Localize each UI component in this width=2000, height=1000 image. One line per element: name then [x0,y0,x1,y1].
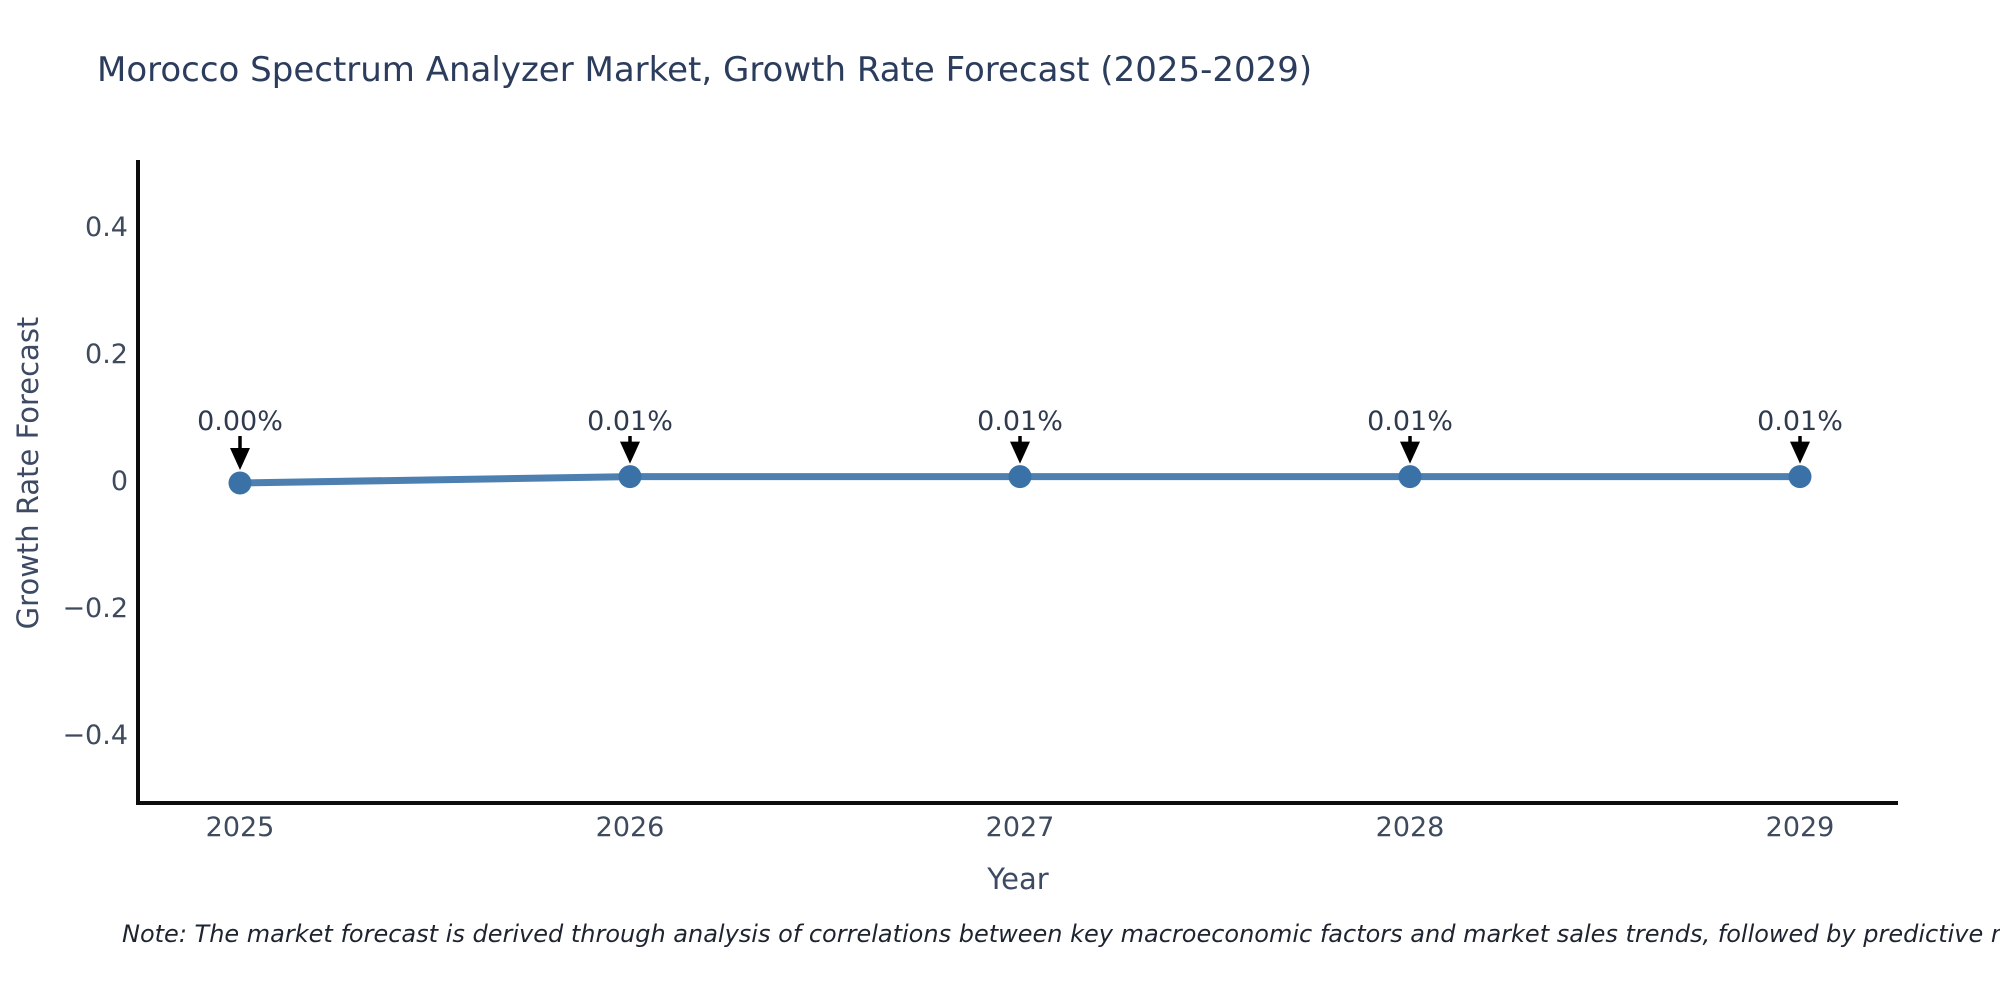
chart-title: Morocco Spectrum Analyzer Market, Growth… [97,50,1313,90]
annotation-arrow-head [1790,441,1810,464]
annotation-arrow-head [1400,441,1420,464]
y-tick-label: 0.2 [85,339,128,370]
data-point-marker [1008,465,1032,489]
x-axis-line [136,801,1898,805]
x-tick-label: 2028 [1375,812,1445,843]
x-tick-label: 2027 [985,812,1055,843]
x-tick-label: 2025 [205,812,275,843]
data-point-label: 0.01% [587,406,673,437]
annotation-arrow-head [230,448,250,470]
data-point-marker [228,471,252,495]
annotation-arrow-head [620,441,640,464]
x-tick-label: 2029 [1765,812,1835,843]
data-point-label: 0.01% [1367,406,1453,437]
y-axis-line [136,160,140,805]
footnote: Note: The market forecast is derived thr… [122,920,2000,948]
data-point-label: 0.01% [977,406,1063,437]
data-point-marker [618,465,642,489]
data-point-marker [1788,465,1812,489]
y-tick-label: 0 [110,466,128,497]
x-tick-label: 2026 [595,812,665,843]
annotation-arrow-head [1010,441,1030,464]
x-axis-title: Year [987,862,1049,896]
y-tick-label: −0.4 [62,720,128,751]
data-point-label: 0.00% [197,406,283,437]
data-point-marker [1398,465,1422,489]
y-tick-label: −0.2 [62,593,128,624]
y-tick-label: 0.4 [85,212,128,243]
data-point-label: 0.01% [1757,406,1843,437]
